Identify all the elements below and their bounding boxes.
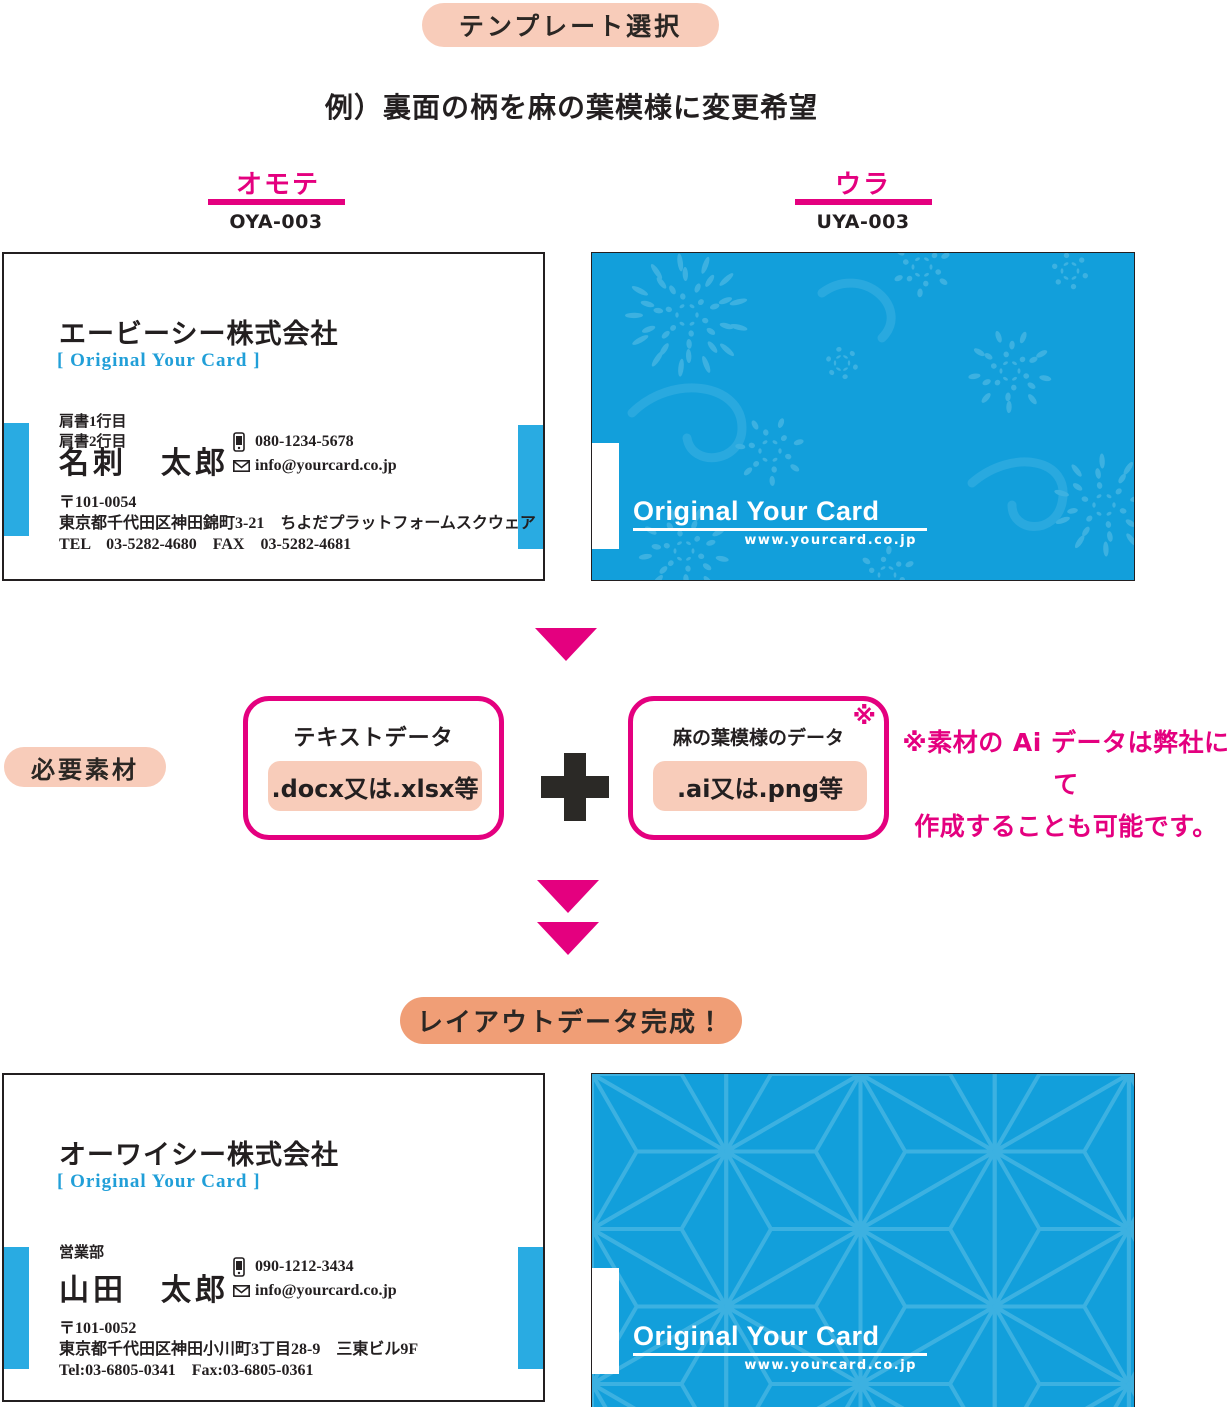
text-data-formats: .docx又は.xlsx等 [268, 761, 482, 811]
back-card-logo: Original Your Card [633, 1321, 880, 1351]
brand-line: [ Original Your Card ] [57, 1171, 261, 1192]
mobile-phone-icon [233, 432, 255, 452]
person-name: 名刺 太郎 [59, 447, 229, 480]
tel-fax-line: TEL 03-5282-4680 FAX 03-5282-4681 [59, 536, 352, 553]
email-row: info@yourcard.co.jp [233, 454, 397, 478]
email-icon [233, 1285, 255, 1297]
mobile-row: 080-1234-5678 [233, 430, 397, 454]
job-title-line1: 肩書1行目 [59, 414, 127, 430]
card-right-accent-bar [518, 1247, 543, 1369]
card-right-accent-bar [518, 425, 543, 549]
street-address: 東京都千代田区神田小川町3丁目28-9 三東ビル9F [59, 1341, 419, 1358]
back-column-label: ウラ [834, 170, 891, 200]
template-select-label: テンプレート選択 [458, 12, 683, 41]
logo-underline [633, 1353, 927, 1356]
materials-note: ※素材の Ai データは弊社にて 作成することも可能です。 [900, 722, 1232, 848]
required-materials-label: 必要素材 [31, 755, 139, 784]
back-card-url: www.yourcard.co.jp [744, 533, 917, 548]
email-row: info@yourcard.co.jp [233, 1279, 397, 1303]
card-left-accent-bar [4, 423, 29, 536]
card-left-white-tab [592, 443, 619, 549]
card-left-accent-bar [4, 1247, 29, 1369]
email-address: info@yourcard.co.jp [255, 1282, 397, 1299]
department-line: 営業部 [59, 1245, 105, 1261]
logo-underline [633, 528, 927, 531]
template-select-badge: テンプレート選択 [422, 3, 719, 47]
front-column-label: オモテ [235, 170, 320, 200]
back-card-url: www.yourcard.co.jp [744, 1358, 917, 1373]
contact-block: 090-1212-3434 info@yourcard.co.jp [233, 1255, 397, 1303]
email-address: info@yourcard.co.jp [255, 457, 397, 474]
company-name: オーワイシー株式会社 [59, 1140, 339, 1170]
contact-block: 080-1234-5678 info@yourcard.co.jp [233, 430, 397, 478]
card-left-white-tab [592, 1268, 619, 1374]
result-back-card: Original Your Card www.yourcard.co.jp [591, 1073, 1135, 1407]
mobile-row: 090-1212-3434 [233, 1255, 397, 1279]
postal-code: 〒101-0052 [59, 1320, 137, 1337]
flow-double-arrow-top-icon [537, 880, 599, 913]
back-card-sample: Original Your Card www.yourcard.co.jp [591, 252, 1135, 581]
postal-code: 〒101-0054 [59, 494, 137, 511]
required-materials-badge: 必要素材 [4, 747, 166, 787]
result-front-card: オーワイシー株式会社 [ Original Your Card ] 営業部 山田… [2, 1073, 545, 1402]
materials-note-line1: ※素材の Ai データは弊社にて [902, 728, 1230, 799]
tel-fax-line: Tel:03-6805-0341 Fax:03-6805-0361 [59, 1362, 314, 1379]
pattern-data-box: 麻の葉模様のデータ ※ .ai又は.png等 [628, 696, 889, 840]
page-title: 例）裏面の柄を麻の葉模様に変更希望 [325, 91, 819, 124]
asterisk-note-mark: ※ [852, 702, 876, 730]
mobile-number: 090-1212-3434 [255, 1258, 354, 1275]
job-title-line2: 肩書2行目 [59, 434, 127, 450]
brand-line: [ Original Your Card ] [57, 350, 261, 371]
mobile-phone-icon [233, 1257, 255, 1277]
layout-complete-badge: レイアウトデータ完成！ [400, 997, 742, 1044]
text-data-title: テキストデータ [293, 726, 454, 751]
text-data-box: テキストデータ .docx又は.xlsx等 [243, 696, 504, 840]
front-label-underline [208, 199, 345, 205]
company-name: エービーシー株式会社 [59, 319, 339, 349]
flow-double-arrow-bottom-icon [537, 922, 599, 955]
address-block: 〒101-0054 東京都千代田区神田錦町3-21 ちよだプラットフォームスクウ… [59, 492, 536, 555]
person-name: 山田 太郎 [59, 1274, 229, 1307]
street-address: 東京都千代田区神田錦町3-21 ちよだプラットフォームスクウェア [59, 515, 536, 532]
front-card-sample: エービーシー株式会社 [ Original Your Card ] 肩書1行目 … [2, 252, 545, 581]
back-label-underline [795, 199, 932, 205]
pattern-data-title: 麻の葉模様のデータ [672, 727, 844, 749]
asanoha-hemp-leaf-pattern [592, 1074, 1134, 1407]
address-block: 〒101-0052 東京都千代田区神田小川町3丁目28-9 三東ビル9F Tel… [59, 1318, 418, 1381]
back-card-logo: Original Your Card [633, 496, 880, 526]
kiku-flower-pattern [625, 253, 1134, 580]
pattern-data-formats: .ai又は.png等 [653, 761, 867, 811]
plus-icon [541, 753, 609, 821]
front-template-code: OYA-003 [229, 211, 323, 233]
job-title-lines: 肩書1行目 肩書2行目 [59, 412, 127, 452]
layout-complete-label: レイアウトデータ完成！ [416, 1008, 725, 1038]
flow-arrow-down-icon [535, 628, 597, 661]
email-icon [233, 460, 255, 472]
mobile-number: 080-1234-5678 [255, 433, 354, 450]
materials-note-line2: 作成することも可能です。 [914, 812, 1218, 841]
back-template-code: UYA-003 [816, 211, 910, 233]
